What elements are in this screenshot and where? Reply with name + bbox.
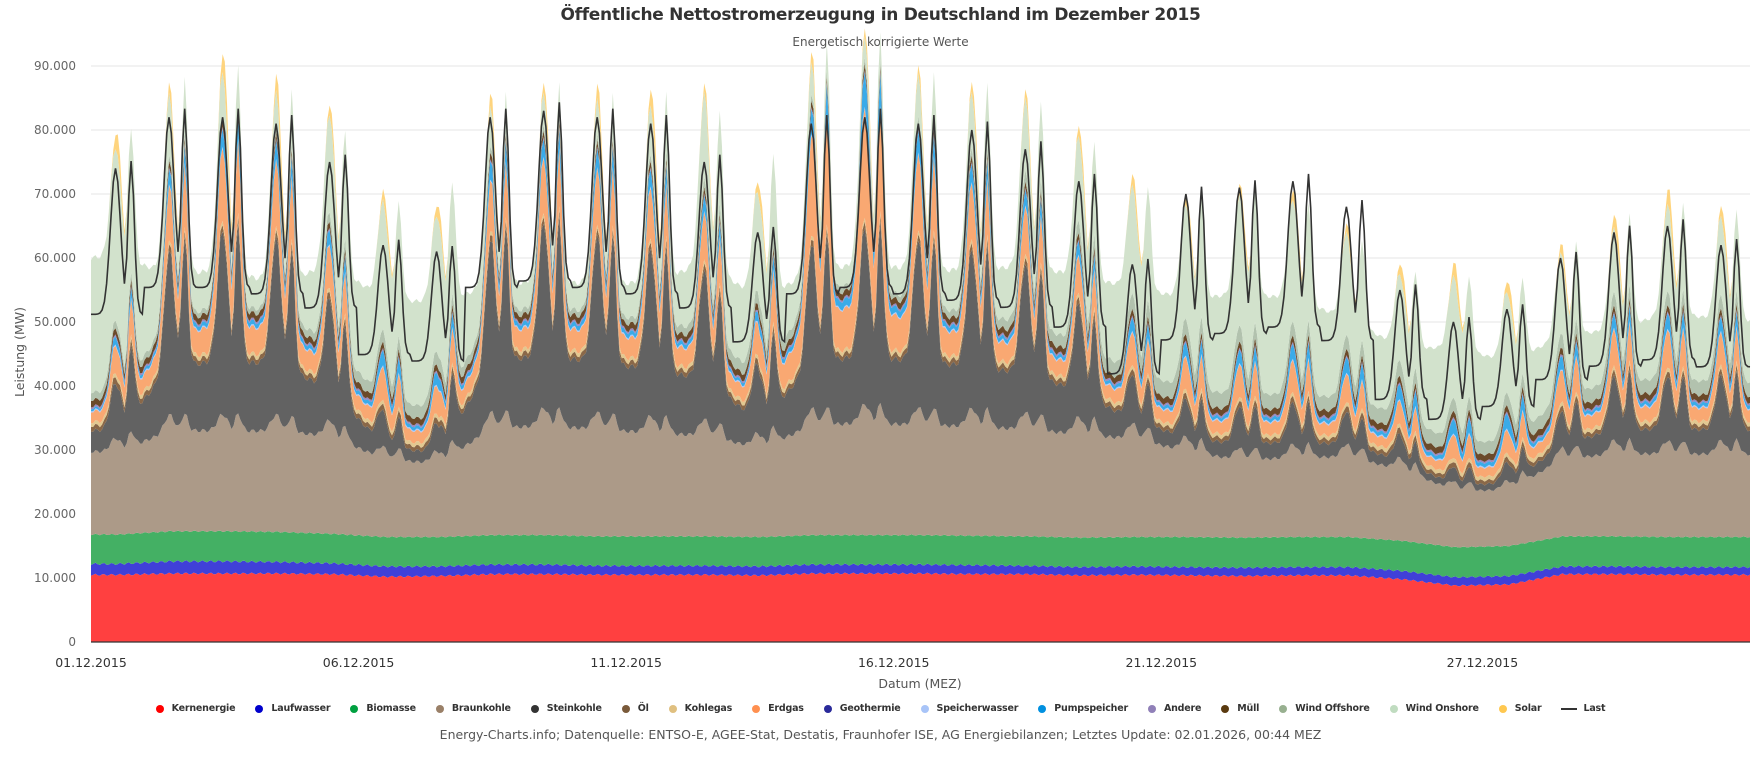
y-tick-label: 70.000 bbox=[34, 187, 76, 201]
legend-item[interactable]: Wind Offshore bbox=[1279, 703, 1370, 714]
legend-label: Erdgas bbox=[768, 703, 804, 714]
legend-item[interactable]: Öl bbox=[621, 703, 649, 714]
legend-dot-icon bbox=[255, 704, 264, 713]
legend-dot-icon bbox=[823, 704, 832, 713]
x-axis-ticks: 01.12.2015 06.12.2015 11.12.2015 16.12.2015… bbox=[55, 655, 1518, 670]
y-tick-label: 30.000 bbox=[34, 443, 76, 457]
legend-label: Wind Onshore bbox=[1405, 703, 1479, 714]
area-braunkohle bbox=[91, 402, 1750, 548]
stacked-areas bbox=[91, 28, 1750, 642]
legend-dot-icon bbox=[1279, 704, 1288, 713]
legend-dot-icon bbox=[1389, 704, 1398, 713]
area-laufwasser bbox=[91, 560, 1750, 587]
x-tick-label: 27.12.2015 bbox=[1447, 655, 1519, 670]
legend-item[interactable]: Braunkohle bbox=[435, 703, 511, 714]
x-tick-label: 06.12.2015 bbox=[323, 655, 395, 670]
legend-line-icon bbox=[1561, 707, 1578, 710]
load-line-group bbox=[91, 102, 1751, 421]
legend-dot-icon bbox=[1038, 704, 1047, 713]
legend-item[interactable]: Solar bbox=[1498, 703, 1542, 714]
legend-dot-icon bbox=[1221, 704, 1230, 713]
x-axis-title: Datum (MEZ) bbox=[878, 676, 961, 691]
legend-label: Braunkohle bbox=[451, 703, 511, 714]
legend-label: Müll bbox=[1237, 703, 1260, 714]
legend-item[interactable]: Erdgas bbox=[752, 703, 804, 714]
legend-item[interactable]: Kohlegas bbox=[668, 703, 733, 714]
y-tick-label: 90.000 bbox=[34, 59, 76, 73]
y-tick-label: 10.000 bbox=[34, 571, 76, 585]
legend-label: Biomasse bbox=[366, 703, 416, 714]
legend-item[interactable]: Kernenergie bbox=[155, 703, 236, 714]
legend: Kernenergie Laufwasser Biomasse Braunkohle S… bbox=[0, 703, 1761, 714]
legend-dot-icon bbox=[621, 704, 630, 713]
x-tick-label: 01.12.2015 bbox=[55, 655, 127, 670]
legend-label: Last bbox=[1583, 703, 1606, 714]
legend-label: Geothermie bbox=[839, 703, 901, 714]
legend-dot-icon bbox=[668, 704, 677, 713]
legend-item[interactable]: Andere bbox=[1147, 703, 1202, 714]
legend-label: Steinkohle bbox=[546, 703, 602, 714]
legend-label: Andere bbox=[1163, 703, 1202, 714]
legend-item[interactable]: Last bbox=[1561, 703, 1606, 714]
legend-item[interactable]: Geothermie bbox=[823, 703, 901, 714]
legend-label: Öl bbox=[637, 703, 649, 714]
area-steinkohle bbox=[91, 216, 1750, 492]
area-wind-onshore bbox=[91, 32, 1750, 443]
area-erdgas bbox=[91, 107, 1750, 478]
legend-dot-icon bbox=[920, 704, 929, 713]
series-line-last bbox=[91, 102, 1751, 421]
legend-dot-icon bbox=[350, 704, 359, 713]
area-kernenergie bbox=[91, 572, 1750, 642]
legend-dot-icon bbox=[435, 704, 444, 713]
area-biomasse bbox=[91, 530, 1750, 578]
x-tick-label: 21.12.2015 bbox=[1126, 655, 1198, 670]
legend-item[interactable]: Steinkohle bbox=[530, 703, 602, 714]
y-tick-label: 60.000 bbox=[34, 251, 76, 265]
legend-label: Wind Offshore bbox=[1295, 703, 1370, 714]
y-axis-title: Leistung (MW) bbox=[12, 307, 27, 397]
x-tick-label: 11.12.2015 bbox=[590, 655, 662, 670]
x-tick-label: 16.12.2015 bbox=[858, 655, 930, 670]
legend-dot-icon bbox=[1147, 704, 1156, 713]
y-tick-label: 40.000 bbox=[34, 379, 76, 393]
chart-title: Öffentliche Nettostromerzeugung in Deuts… bbox=[560, 5, 1201, 25]
y-tick-label: 20.000 bbox=[34, 507, 76, 521]
chart-plot: 0 10.000 20.000 30.000 40.000 50.000 60.000 70.… bbox=[12, 28, 1751, 691]
legend-item[interactable]: Müll bbox=[1221, 703, 1259, 714]
legend-label: Solar bbox=[1514, 703, 1542, 714]
legend-label: Pumpspeicher bbox=[1054, 703, 1128, 714]
legend-dot-icon bbox=[155, 704, 164, 713]
legend-label: Kohlegas bbox=[684, 703, 733, 714]
y-tick-label: 0 bbox=[68, 635, 76, 649]
legend-item[interactable]: Laufwasser bbox=[255, 703, 331, 714]
legend-item[interactable]: Wind Onshore bbox=[1389, 703, 1479, 714]
credits: Energy-Charts.info; Datenquelle: ENTSO-E… bbox=[439, 727, 1322, 742]
legend-item[interactable]: Biomasse bbox=[350, 703, 416, 714]
legend-item[interactable]: Speicherwasser bbox=[920, 703, 1019, 714]
legend-dot-icon bbox=[752, 704, 761, 713]
legend-dot-icon bbox=[1498, 704, 1507, 713]
legend-item[interactable]: Pumpspeicher bbox=[1038, 703, 1128, 714]
y-tick-label: 50.000 bbox=[34, 315, 76, 329]
legend-dot-icon bbox=[530, 704, 539, 713]
legend-label: Laufwasser bbox=[271, 703, 331, 714]
y-tick-label: 80.000 bbox=[34, 123, 76, 137]
y-axis-ticks: 0 10.000 20.000 30.000 40.000 50.000 60.000 70.… bbox=[34, 59, 76, 649]
legend-label: Kernenergie bbox=[171, 703, 236, 714]
legend-label: Speicherwasser bbox=[936, 703, 1019, 714]
